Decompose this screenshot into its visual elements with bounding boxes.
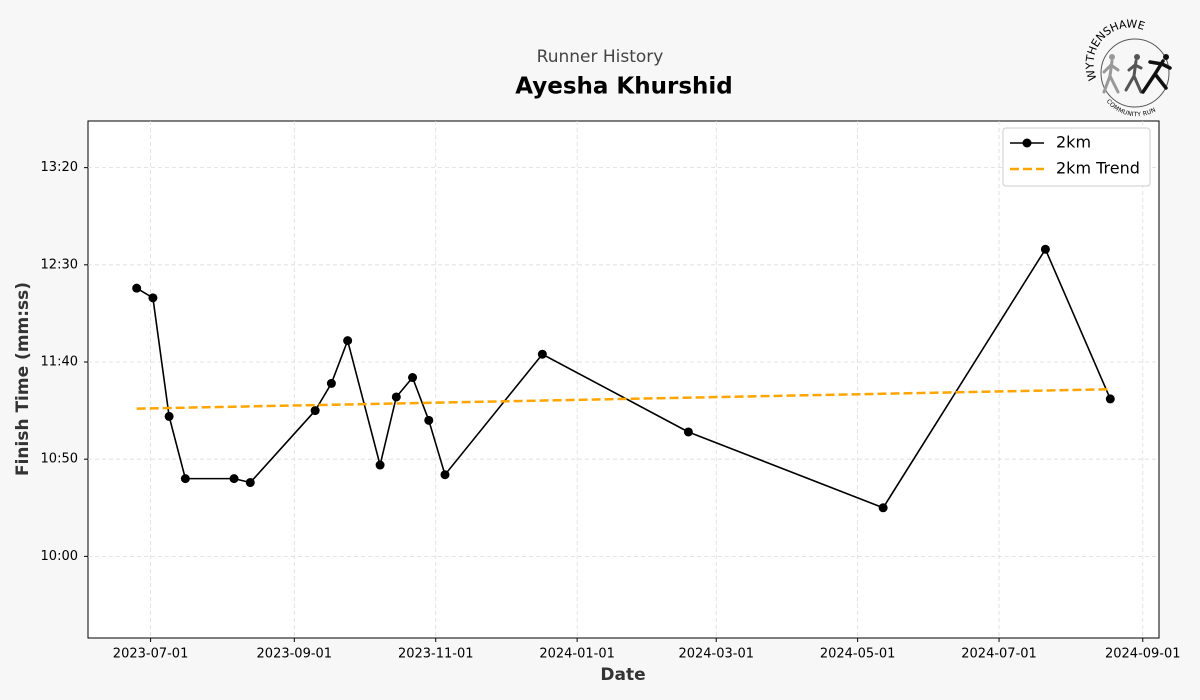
x-axis-label: Date [600, 665, 645, 685]
x-tick-label: 2024-09-01 [1105, 647, 1181, 662]
series-line [136, 387, 1111, 410]
legend: 2km 2km Trend [1002, 127, 1151, 187]
y-tick-label: 10:50 [41, 452, 78, 467]
y-axis-label: Finish Time (mm:ss) [13, 282, 33, 476]
legend-label: 2km [1056, 133, 1091, 152]
data-point [1105, 394, 1115, 404]
chart-subtitle: Runner History [537, 47, 664, 67]
x-tick-label: 2024-07-01 [961, 647, 1037, 662]
data-point [229, 474, 239, 484]
data-point [148, 293, 158, 303]
x-tick-label: 2024-01-01 [539, 647, 615, 662]
y-tick-label: 10:00 [41, 549, 78, 564]
data-point [878, 503, 888, 513]
logo-runners [1102, 54, 1172, 94]
x-tick-label: 2023-09-01 [257, 647, 333, 662]
y-tick-label: 11:40 [41, 355, 78, 370]
x-tick-label: 2024-03-01 [678, 647, 754, 662]
data-point [164, 411, 174, 421]
legend-label: 2km Trend [1056, 159, 1140, 178]
data-point [424, 415, 434, 425]
data-point [310, 406, 320, 416]
data-point [132, 283, 142, 293]
data-point [343, 336, 353, 346]
data-point [408, 373, 418, 383]
logo-ring [1100, 38, 1170, 108]
x-tick-label: 2023-11-01 [398, 647, 474, 662]
x-tick-label: 2023-07-01 [113, 647, 189, 662]
data-point [326, 378, 336, 388]
data-point [1040, 244, 1050, 254]
data-point [440, 470, 450, 480]
data-point [391, 392, 401, 402]
chart-title: Ayesha Khurshid [515, 74, 733, 100]
data-point [683, 427, 693, 437]
legend-marker [1022, 138, 1032, 148]
data-point [537, 349, 547, 359]
data-point [245, 478, 255, 488]
y-tick-label: 13:20 [41, 160, 78, 175]
data-point [180, 474, 190, 484]
x-tick-label: 2024-05-01 [820, 647, 896, 662]
plot-area [87, 120, 1160, 639]
y-tick-label: 12:30 [41, 257, 78, 272]
data-point [375, 460, 385, 470]
